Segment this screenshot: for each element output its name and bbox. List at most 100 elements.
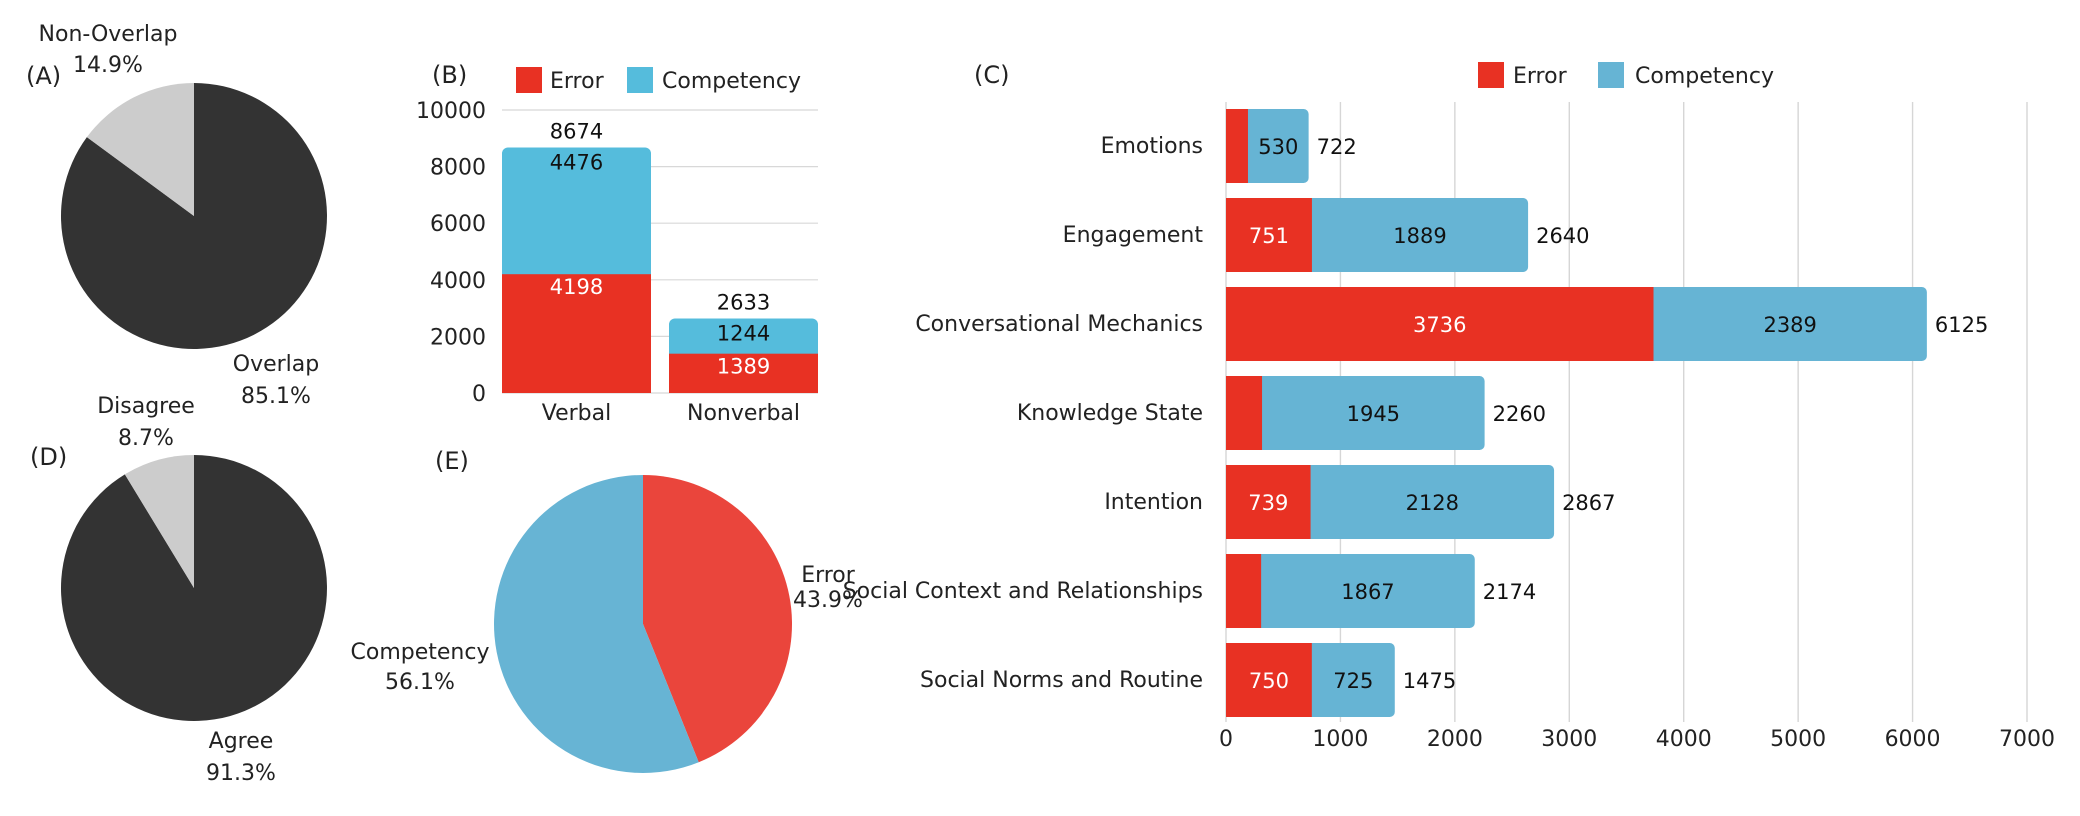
legend-b-competency-swatch xyxy=(627,67,653,93)
legend-c-competency-label: Competency xyxy=(1635,64,1774,89)
pie-a-pct-overlap: 85.1% xyxy=(241,384,311,409)
chart-b-bar-competency xyxy=(669,318,818,360)
chart-b-bar-error xyxy=(669,353,818,393)
chart-c-error-value: 751 xyxy=(1249,224,1289,248)
panel-a: (A) Non-Overlap 14.9% Overlap 85.1% xyxy=(26,22,327,409)
legend-c-error-label: Error xyxy=(1513,64,1568,89)
chart-c-competency-value: 725 xyxy=(1333,669,1373,693)
pie-d-label-disagree: Disagree xyxy=(97,394,195,419)
chart-c-competency-value: 1945 xyxy=(1347,402,1400,426)
pie-e-slices xyxy=(494,474,793,773)
chart-b-plot: 0 2000 4000 6000 8000 10000 4198 4476 8674 Verbal… xyxy=(416,99,818,426)
legend-b-error-swatch xyxy=(516,67,542,93)
chart-c-bar-competency xyxy=(1226,376,1485,450)
pie-d-slice-agree xyxy=(60,455,327,721)
panel-c-label: (C) xyxy=(974,61,1009,89)
chart-b-xtick: Verbal xyxy=(542,401,611,426)
pie-e-pct-competency: 56.1% xyxy=(385,670,455,695)
chart-b-ytick: 6000 xyxy=(430,212,486,237)
chart-c-competency-value: 2389 xyxy=(1763,313,1816,337)
chart-c-error-value: 739 xyxy=(1248,491,1288,515)
chart-c-error-value: 750 xyxy=(1249,669,1289,693)
chart-c-xtick: 3000 xyxy=(1541,727,1597,752)
panel-a-label: (A) xyxy=(26,62,61,90)
chart-b-total-value: 8674 xyxy=(550,120,603,144)
chart-c-bar-error xyxy=(1226,465,1311,539)
legend-c-error-swatch xyxy=(1478,62,1504,88)
chart-b-ytick: 4000 xyxy=(430,269,486,294)
chart-c-xtick: 7000 xyxy=(1999,727,2055,752)
panel-e-label: (E) xyxy=(435,447,469,475)
chart-c-bar-error xyxy=(1226,109,1248,183)
pie-d-slices xyxy=(60,455,327,721)
chart-c-xtick: 1000 xyxy=(1312,727,1368,752)
chart-b-total-value: 2633 xyxy=(717,290,770,314)
chart-c-category-label: Intention xyxy=(1104,490,1203,515)
pie-d-label-agree: Agree xyxy=(209,729,274,754)
chart-c-total-value: 6125 xyxy=(1935,313,1988,337)
chart-c-competency-value: 1889 xyxy=(1393,224,1446,248)
chart-c-total-value: 2174 xyxy=(1483,580,1536,604)
pie-a-label-overlap: Overlap xyxy=(233,352,319,377)
chart-c-bar-error xyxy=(1226,376,1263,450)
chart-b-xtick: Nonverbal xyxy=(687,401,800,426)
chart-c-total-value: 2260 xyxy=(1493,402,1546,426)
pie-e-label-competency: Competency xyxy=(351,640,490,665)
pie-a-slices xyxy=(60,83,327,350)
chart-b-ytick: 2000 xyxy=(430,325,486,350)
panel-e: (E) Error 43.9% Competency 56.1% xyxy=(351,447,863,773)
panel-b-label: (B) xyxy=(432,61,467,89)
chart-c-xtick: 6000 xyxy=(1885,727,1941,752)
chart-b-bar-competency xyxy=(502,147,651,281)
chart-c-competency-value: 2128 xyxy=(1406,491,1459,515)
chart-c-xtick: 4000 xyxy=(1656,727,1712,752)
pie-e-slice-error xyxy=(643,475,793,763)
chart-c-category-label: Knowledge State xyxy=(1017,401,1203,426)
pie-d-pct-disagree: 8.7% xyxy=(118,426,174,451)
pie-a-slice-overlap xyxy=(60,83,327,350)
chart-c-total-value: 2867 xyxy=(1562,491,1615,515)
chart-c-total-value: 722 xyxy=(1317,135,1357,159)
chart-c-error-value: 3736 xyxy=(1413,313,1466,337)
pie-a-pct-non-overlap: 14.9% xyxy=(73,53,143,78)
chart-c-bar-error xyxy=(1226,554,1262,628)
panel-d: (D) Disagree 8.7% Agree 91.3% xyxy=(30,394,327,786)
chart-c-xtick: 2000 xyxy=(1427,727,1483,752)
panel-b: (B) Error Competency 0 2000 4000 6000 8000 10… xyxy=(416,61,818,426)
chart-c-category-label: Social Context and Relationships xyxy=(843,579,1203,604)
chart-b-ytick: 8000 xyxy=(430,156,486,181)
chart-c-competency-value: 530 xyxy=(1258,135,1298,159)
legend-c-competency-swatch xyxy=(1598,62,1624,88)
pie-a-label-non-overlap: Non-Overlap xyxy=(39,22,178,47)
chart-c-total-value: 2640 xyxy=(1536,224,1589,248)
pie-e-label-error: Error xyxy=(801,563,856,588)
chart-b-competency-value: 4476 xyxy=(550,151,603,175)
panel-c: (C) Error Competency 0 1000 2000 3000 4000 50… xyxy=(843,61,2055,752)
pie-a-slice-non-overlap xyxy=(86,83,194,216)
chart-c-competency-value: 1867 xyxy=(1341,580,1394,604)
chart-c-bar-competency xyxy=(1226,554,1475,628)
chart-b-bar-error xyxy=(502,274,651,393)
chart-c-plot: 0 1000 2000 3000 4000 5000 6000 7000 530 722 Emoti… xyxy=(843,102,2055,752)
pie-e-slice-competency xyxy=(494,474,699,773)
pie-e-pct-error: 43.9% xyxy=(793,588,863,613)
chart-c-category-label: Social Norms and Routine xyxy=(920,668,1203,693)
chart-b-error-value: 1389 xyxy=(717,355,770,379)
chart-c-category-label: Emotions xyxy=(1101,134,1203,159)
panel-d-label: (D) xyxy=(30,443,67,471)
chart-c-xtick: 0 xyxy=(1219,727,1233,752)
chart-c-bar-error xyxy=(1226,643,1312,717)
chart-b-ytick: 0 xyxy=(472,382,486,407)
chart-b-ytick: 10000 xyxy=(416,99,486,124)
chart-c-total-value: 1475 xyxy=(1403,669,1456,693)
pie-d-pct-agree: 91.3% xyxy=(206,761,276,786)
pie-d-slice-disagree xyxy=(124,455,194,588)
chart-c-xtick: 5000 xyxy=(1770,727,1826,752)
chart-c-bar-error xyxy=(1226,287,1654,361)
chart-c-category-label: Engagement xyxy=(1063,223,1204,248)
legend-b-competency-label: Competency xyxy=(662,69,801,94)
legend-b-error-label: Error xyxy=(550,69,605,94)
chart-c-category-label: Conversational Mechanics xyxy=(915,312,1203,337)
chart-b-error-value: 4198 xyxy=(550,275,603,299)
